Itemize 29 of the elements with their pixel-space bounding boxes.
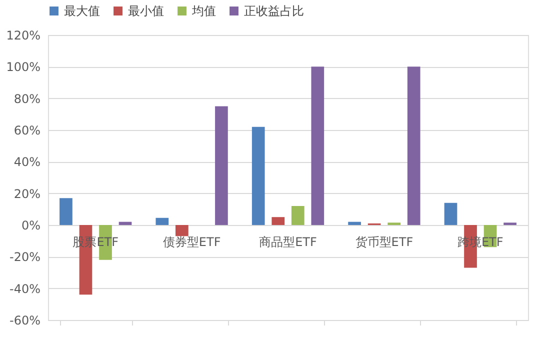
y-tick-label: -40% <box>9 282 40 296</box>
y-tick-label: 0% <box>21 218 40 232</box>
bar <box>156 218 169 225</box>
y-tick-label: 60% <box>14 124 40 138</box>
bar <box>311 66 324 225</box>
bar <box>252 126 265 225</box>
bar <box>60 198 72 225</box>
bar <box>348 222 361 225</box>
y-tick-label: 100% <box>6 60 40 74</box>
bar <box>176 225 188 236</box>
x-tick-label: 货币型ETF <box>355 235 414 249</box>
legend-label: 正收益占比 <box>244 4 304 18</box>
y-tick-label: 120% <box>6 28 40 42</box>
y-tick-label: 20% <box>14 186 40 201</box>
bar <box>272 217 285 225</box>
bar <box>291 206 304 225</box>
bar <box>215 106 228 225</box>
x-tick-label: 债券型ETF <box>162 235 221 249</box>
legend-label: 最大值 <box>64 4 100 18</box>
y-tick-label: 80% <box>14 92 40 106</box>
bar <box>118 222 132 225</box>
bar <box>444 202 458 225</box>
y-tick-label: -20% <box>9 250 40 264</box>
legend-label: 最小值 <box>128 4 164 18</box>
y-tick-label: -60% <box>9 314 40 328</box>
x-tick-label: 商品型ETF <box>259 235 317 249</box>
y-tick-label: 40% <box>14 155 40 170</box>
bar <box>407 66 420 225</box>
legend-label: 均值 <box>191 4 216 18</box>
